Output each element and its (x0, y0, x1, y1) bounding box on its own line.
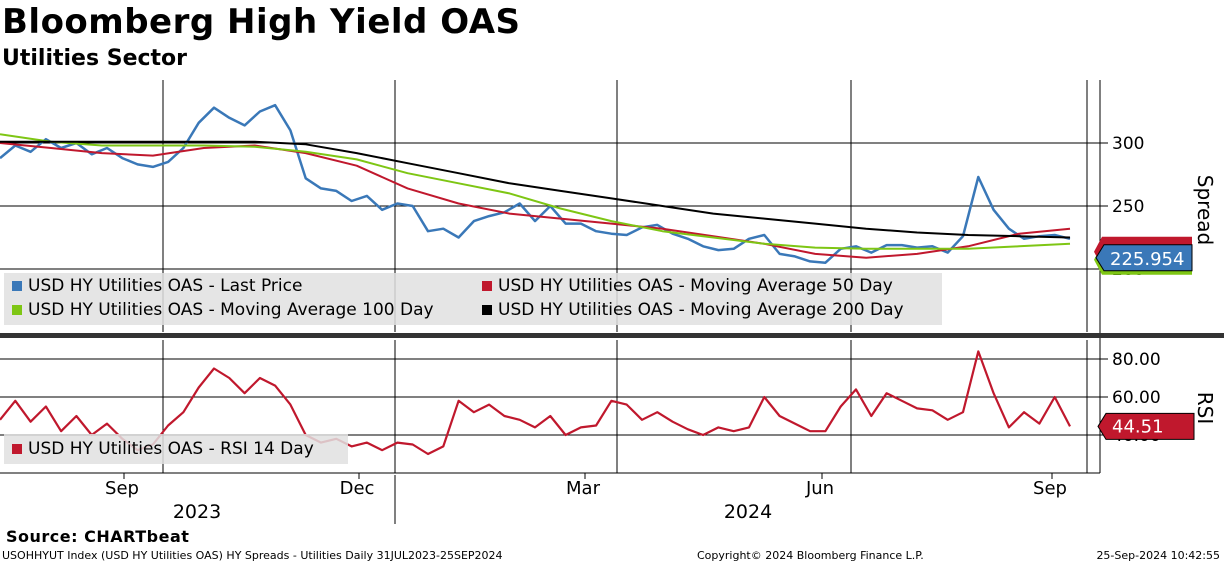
last-value-flag-last-price (1095, 244, 1193, 272)
legend-label-last-price: USD HY Utilities OAS - Last Price (28, 276, 303, 296)
legend-swatch-ma100 (12, 305, 22, 315)
y-tick-label-lower-1: 60.00 (1112, 388, 1161, 408)
x-month-label-4: Sep (1033, 478, 1067, 499)
legend-swatch-last-price (12, 281, 22, 291)
y-tick-label-lower-2: 80.00 (1112, 350, 1161, 370)
upper-axis-title: Spread (1193, 175, 1217, 245)
y-tick-label-upper-2: 300 (1112, 134, 1144, 154)
lower-axis-title: RSI (1193, 392, 1217, 425)
x-month-label-2: Mar (566, 478, 601, 499)
legend-ma100: USD HY Utilities OAS - Moving Average 10… (12, 300, 434, 320)
legend-last-price: USD HY Utilities OAS - Last Price (12, 276, 302, 296)
legend-swatch-ma200 (482, 305, 492, 315)
series-line-ma50 (0, 142, 1071, 259)
last-value-label-upper: 225.954 (1110, 249, 1184, 270)
lower-legend (4, 434, 348, 464)
panel-divider (0, 333, 1224, 338)
series-line-rsi (0, 350, 1071, 456)
footer-timestamp: 25-Sep-2024 10:42:55 (1096, 549, 1220, 562)
legend-swatch-ma50 (482, 281, 492, 291)
series-line-last-price (0, 103, 1071, 264)
legend-label-ma50: USD HY Utilities OAS - Moving Average 50… (498, 276, 893, 296)
x-month-label-0: Sep (105, 478, 139, 499)
series-line-ma100 (0, 133, 1071, 250)
footer-index-info: USOHHYUT Index (USD HY Utilities OAS) HY… (2, 549, 503, 562)
legend-label-ma200: USD HY Utilities OAS - Moving Average 20… (498, 300, 904, 320)
source-note: Source: CHARTbeat (6, 527, 190, 546)
legend-label-rsi: USD HY Utilities OAS - RSI 14 Day (28, 439, 314, 459)
x-year-label-0: 2023 (173, 501, 221, 523)
chart-title: Bloomberg High Yield OAS (2, 2, 521, 42)
chart-subtitle: Utilities Sector (2, 46, 188, 71)
x-month-label-1: Dec (340, 478, 375, 499)
x-year-label-1: 2024 (724, 501, 772, 523)
upper-legend (4, 273, 942, 325)
legend-ma200: USD HY Utilities OAS - Moving Average 20… (482, 300, 904, 320)
legend-rsi: USD HY Utilities OAS - RSI 14 Day (12, 439, 314, 459)
legend-swatch-rsi (12, 444, 22, 454)
x-month-label-3: Jun (805, 478, 834, 499)
last-value-label-lower: 44.51 (1112, 416, 1164, 437)
series-line-ma200 (0, 140, 1071, 239)
legend-label-ma100: USD HY Utilities OAS - Moving Average 10… (28, 300, 434, 320)
last-value-flag-rsi (1097, 412, 1195, 440)
footer-copyright: Copyright© 2024 Bloomberg Finance L.P. (697, 549, 924, 562)
y-tick-label-upper-1: 250 (1112, 197, 1144, 217)
legend-ma50: USD HY Utilities OAS - Moving Average 50… (482, 276, 893, 296)
